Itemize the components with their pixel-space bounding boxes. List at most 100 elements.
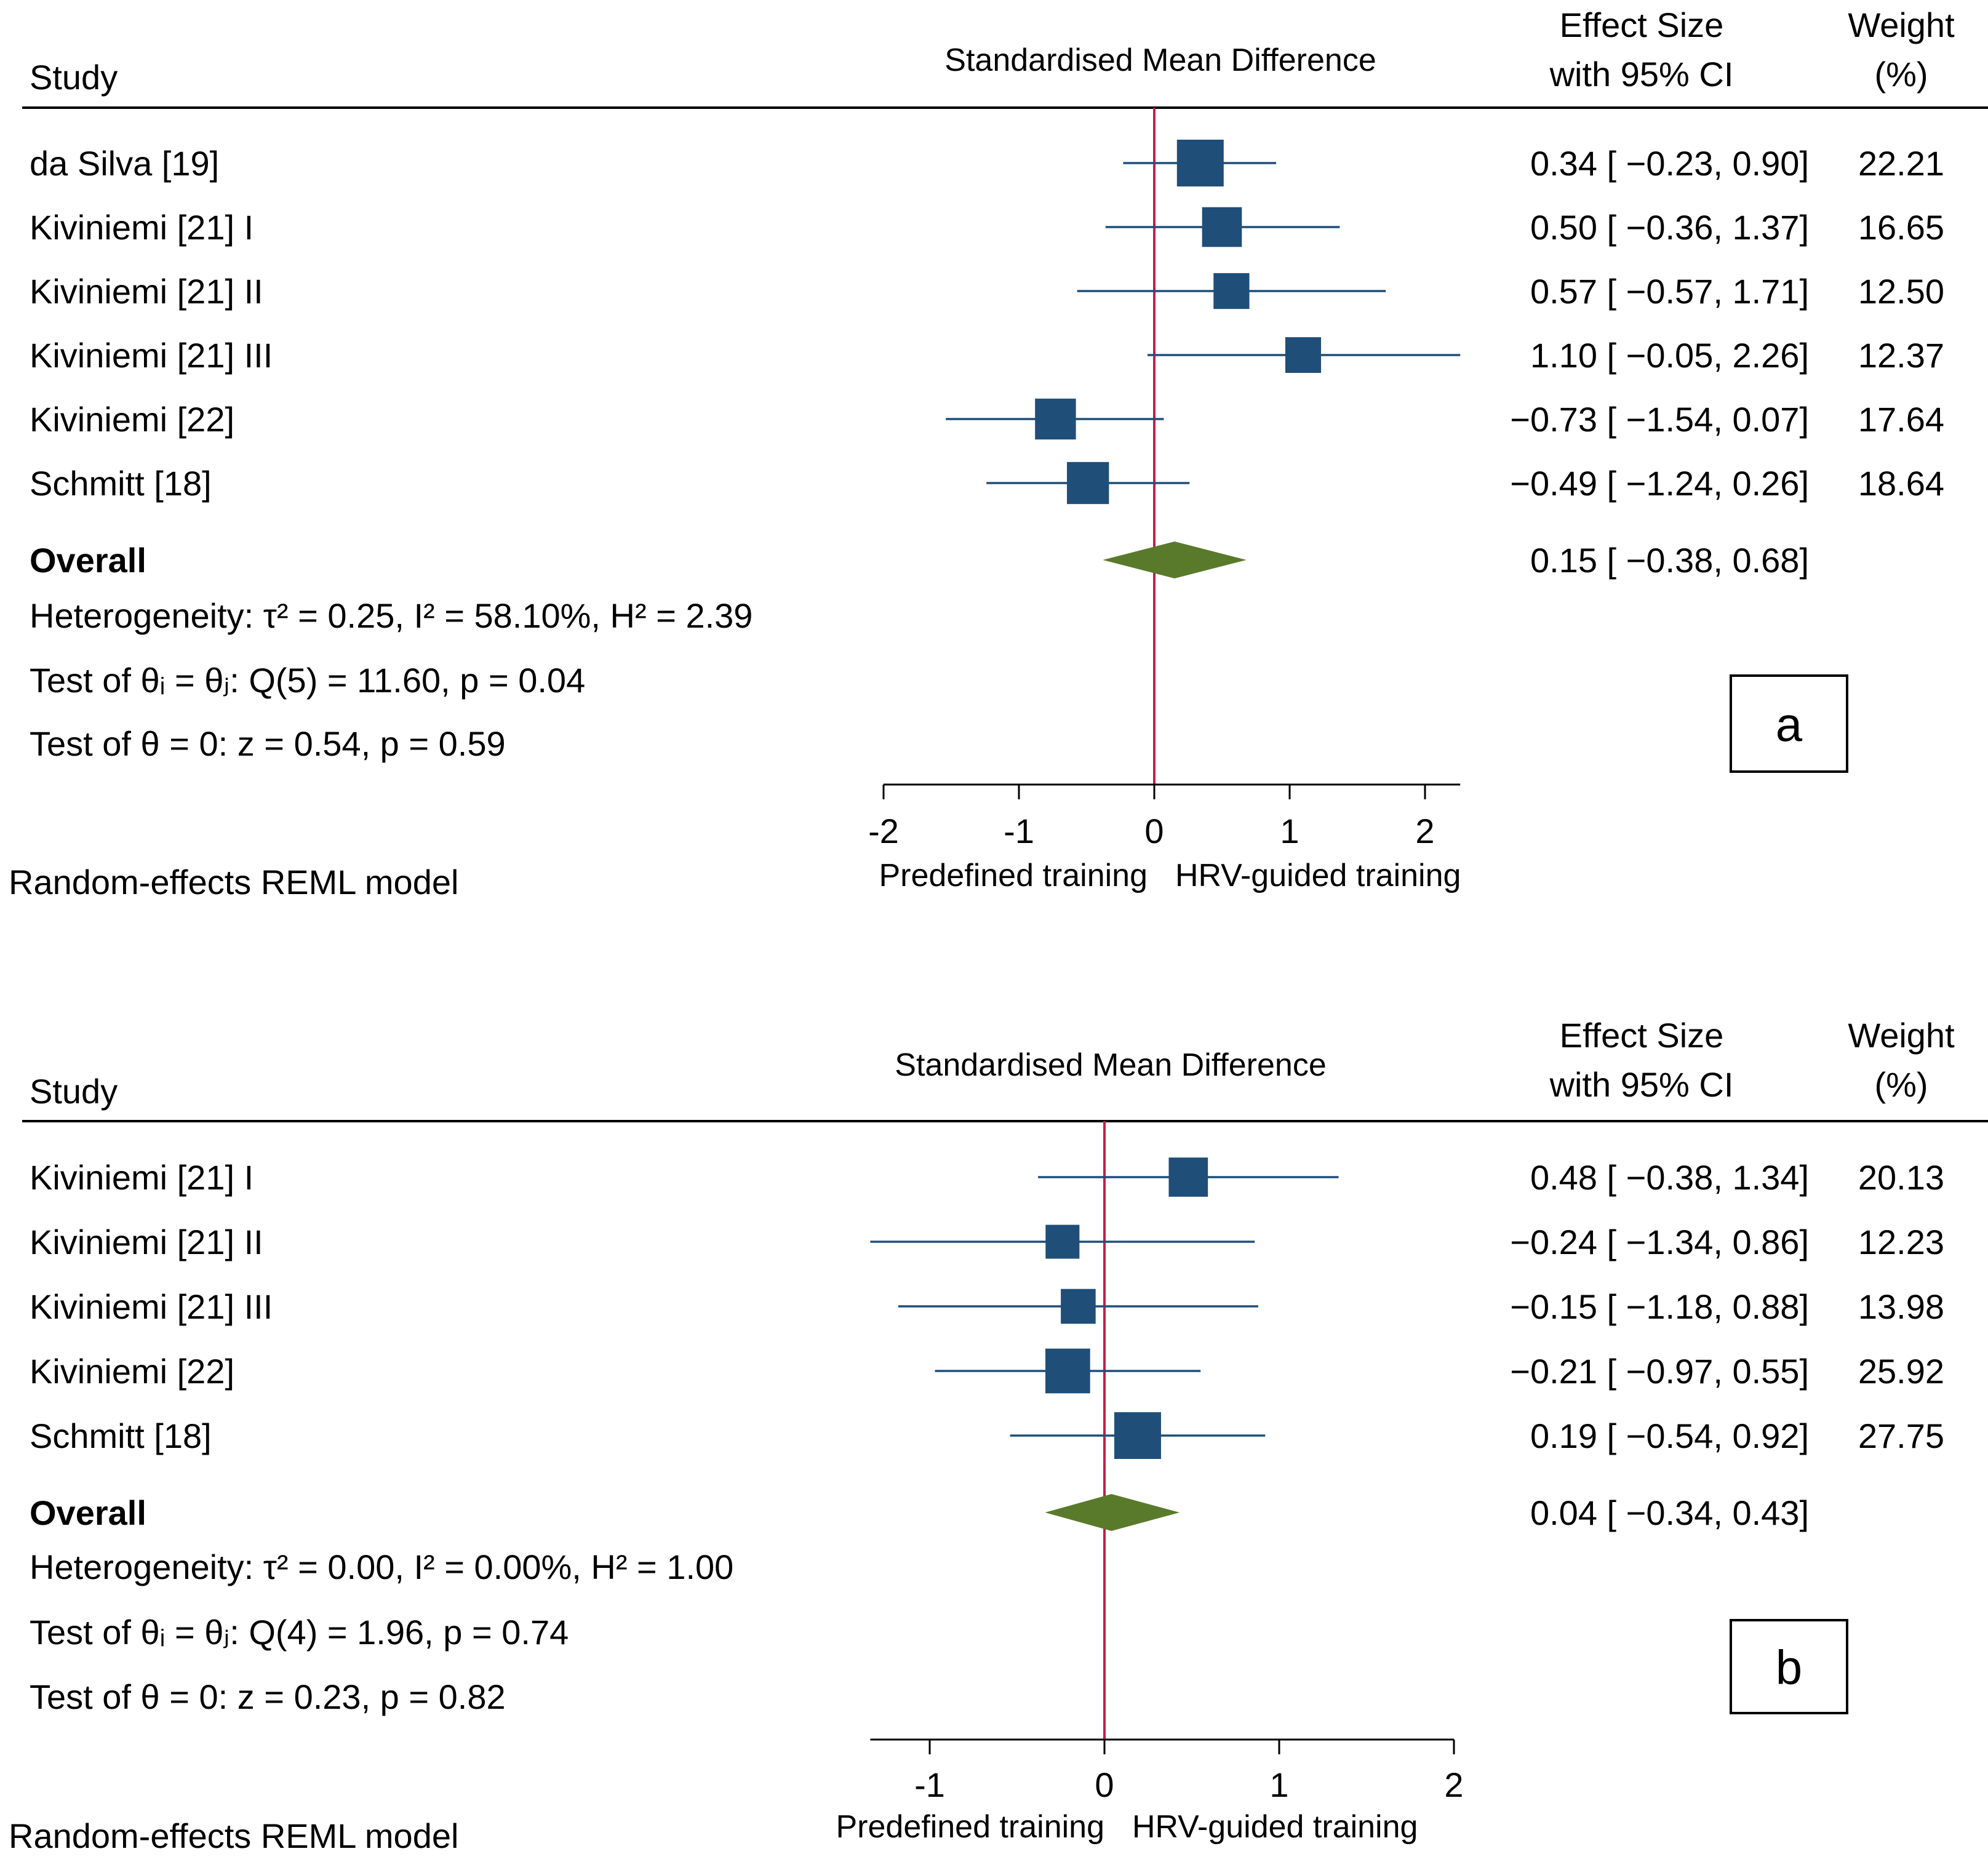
- weight-text: 12.50: [1858, 272, 1944, 311]
- effect-marker: [1045, 1348, 1090, 1394]
- effect-marker: [1061, 1289, 1096, 1324]
- weight-text: 12.23: [1858, 1223, 1944, 1261]
- header-weight-unit: (%): [1874, 55, 1928, 94]
- weight-text: 16.65: [1858, 208, 1944, 247]
- study-name: Kiviniemi [22]: [30, 1352, 234, 1391]
- study-row: Kiviniemi [21] I 0.50 [ −0.36, 1.37] 16.65: [30, 207, 1944, 247]
- weight-text: 17.64: [1858, 400, 1944, 439]
- weight-text: 12.37: [1858, 336, 1944, 375]
- header-effect-size-ci: with 95% CI: [1549, 55, 1734, 94]
- overall-diamond: [1103, 541, 1247, 578]
- favours-left-label: Predefined training: [879, 858, 1148, 893]
- favours-left-label: Predefined training: [836, 1809, 1104, 1845]
- study-row: Kiviniemi [22] −0.21 [ −0.97, 0.55] 25.92: [30, 1348, 1944, 1394]
- panel-label: b: [1776, 1640, 1802, 1695]
- effect-marker: [1045, 1225, 1080, 1259]
- x-tick-label: -1: [914, 1765, 945, 1804]
- panel-label: a: [1776, 697, 1803, 751]
- x-tick-label: 1: [1269, 1765, 1288, 1804]
- study-name: Kiviniemi [21] I: [30, 208, 253, 247]
- header-study: Study: [30, 58, 118, 97]
- effect-marker: [1168, 1157, 1208, 1197]
- study-row: Kiviniemi [21] III −0.15 [ −1.18, 0.88] 13…: [30, 1287, 1944, 1326]
- study-row: Kiviniemi [21] II 0.57 [ −0.57, 1.71] 12.5…: [30, 272, 1944, 311]
- overall-label: Overall: [30, 1493, 146, 1532]
- header-effect-size: Effect Size: [1560, 1016, 1724, 1055]
- x-tick-label: -2: [868, 812, 899, 850]
- heterogeneity-text: Heterogeneity: τ² = 0.00, I² = 0.00%, H²…: [30, 1548, 733, 1586]
- x-tick-label: 2: [1444, 1765, 1463, 1804]
- test-q-text: Test of θᵢ = θⱼ: Q(4) = 1.96, p = 0.74: [30, 1613, 569, 1652]
- effect-size-text: −0.24 [ −1.34, 0.86]: [1510, 1223, 1809, 1261]
- effect-marker: [1067, 462, 1109, 505]
- heterogeneity-text: Heterogeneity: τ² = 0.25, I² = 58.10%, H…: [30, 596, 752, 635]
- effect-size-text: 0.34 [ −0.23, 0.90]: [1530, 144, 1809, 183]
- weight-text: 25.92: [1858, 1352, 1944, 1391]
- weight-text: 18.64: [1858, 464, 1944, 503]
- study-name: Kiviniemi [21] III: [30, 336, 273, 375]
- x-tick-label: 0: [1095, 1765, 1114, 1804]
- study-name: Kiviniemi [21] I: [30, 1158, 253, 1197]
- overall-effect-text: 0.15 [ −0.38, 0.68]: [1530, 541, 1809, 580]
- weight-text: 22.21: [1858, 144, 1944, 183]
- header-weight: Weight: [1848, 6, 1955, 44]
- x-tick-label: 2: [1415, 812, 1434, 850]
- study-row: Kiviniemi [21] II −0.24 [ −1.34, 0.86] 12.…: [30, 1223, 1944, 1261]
- study-name: Schmitt [18]: [30, 464, 212, 503]
- x-tick-label: 1: [1280, 812, 1299, 850]
- panel-label-box: [1730, 674, 1848, 773]
- study-row: Schmitt [18] −0.49 [ −1.24, 0.26] 18.64: [30, 462, 1944, 505]
- study-row: Kiviniemi [21] III 1.10 [ −0.05, 2.26] 12.…: [30, 336, 1944, 375]
- study-name: Schmitt [18]: [30, 1416, 212, 1455]
- study-row: Kiviniemi [21] I 0.48 [ −0.38, 1.34] 20.13: [30, 1157, 1944, 1197]
- weight-text: 20.13: [1858, 1158, 1944, 1197]
- study-row: Schmitt [18] 0.19 [ −0.54, 0.92] 27.75: [30, 1412, 1944, 1459]
- header-weight: Weight: [1848, 1016, 1955, 1055]
- effect-marker: [1176, 140, 1224, 186]
- effect-size-text: 1.10 [ −0.05, 2.26]: [1530, 336, 1809, 375]
- study-name: da Silva [19]: [30, 144, 219, 183]
- forest-panel-b: Study Standardised Mean Difference Effect …: [9, 1016, 1988, 1855]
- effect-size-text: −0.73 [ −1.54, 0.07]: [1510, 400, 1809, 439]
- header-effect-size: Effect Size: [1560, 6, 1724, 44]
- effect-size-text: −0.21 [ −0.97, 0.55]: [1510, 1352, 1809, 1391]
- test-q-text: Test of θᵢ = θⱼ: Q(5) = 11.60, p = 0.04: [30, 661, 585, 700]
- effect-marker: [1202, 207, 1242, 247]
- test-z-text: Test of θ = 0: z = 0.54, p = 0.59: [30, 724, 506, 763]
- effect-marker: [1114, 1412, 1161, 1459]
- weight-text: 13.98: [1858, 1287, 1944, 1326]
- header-study: Study: [30, 1072, 118, 1111]
- effect-marker: [1213, 273, 1250, 310]
- effect-size-text: −0.49 [ −1.24, 0.26]: [1510, 464, 1809, 503]
- effect-size-text: 0.57 [ −0.57, 1.71]: [1530, 272, 1809, 311]
- study-name: Kiviniemi [21] II: [30, 1223, 263, 1261]
- effect-size-text: −0.15 [ −1.18, 0.88]: [1510, 1287, 1809, 1326]
- weight-text: 27.75: [1858, 1416, 1944, 1455]
- effect-size-text: 0.50 [ −0.36, 1.37]: [1530, 208, 1809, 247]
- header-axis-title: Standardised Mean Difference: [895, 1047, 1326, 1083]
- effect-marker: [1285, 337, 1322, 374]
- header-axis-title: Standardised Mean Difference: [944, 42, 1376, 78]
- study-row: da Silva [19] 0.34 [ −0.23, 0.90] 22.21: [30, 140, 1944, 186]
- overall-effect-text: 0.04 [ −0.34, 0.43]: [1530, 1493, 1809, 1532]
- panel-label-box: [1730, 1619, 1848, 1714]
- study-name: Kiviniemi [22]: [30, 400, 234, 439]
- x-tick-label: 0: [1144, 812, 1164, 850]
- header-effect-size-ci: with 95% CI: [1549, 1065, 1734, 1104]
- favours-right-label: HRV-guided training: [1132, 1809, 1418, 1845]
- model-note: Random-effects REML model: [9, 1816, 458, 1855]
- forest-panel-a: Study Standardised Mean Difference Effect …: [9, 6, 1988, 901]
- study-name: Kiviniemi [21] III: [30, 1287, 273, 1326]
- test-z-text: Test of θ = 0: z = 0.23, p = 0.82: [30, 1677, 506, 1716]
- overall-diamond: [1045, 1494, 1180, 1531]
- study-name: Kiviniemi [21] II: [30, 272, 263, 311]
- study-row: Kiviniemi [22] −0.73 [ −1.54, 0.07] 17.64: [30, 398, 1944, 440]
- effect-size-text: 0.48 [ −0.38, 1.34]: [1530, 1158, 1809, 1197]
- effect-size-text: 0.19 [ −0.54, 0.92]: [1530, 1416, 1809, 1455]
- model-note: Random-effects REML model: [9, 863, 458, 901]
- overall-label: Overall: [30, 541, 146, 580]
- effect-marker: [1035, 398, 1076, 440]
- header-weight-unit: (%): [1874, 1065, 1928, 1104]
- x-tick-label: -1: [1004, 812, 1034, 850]
